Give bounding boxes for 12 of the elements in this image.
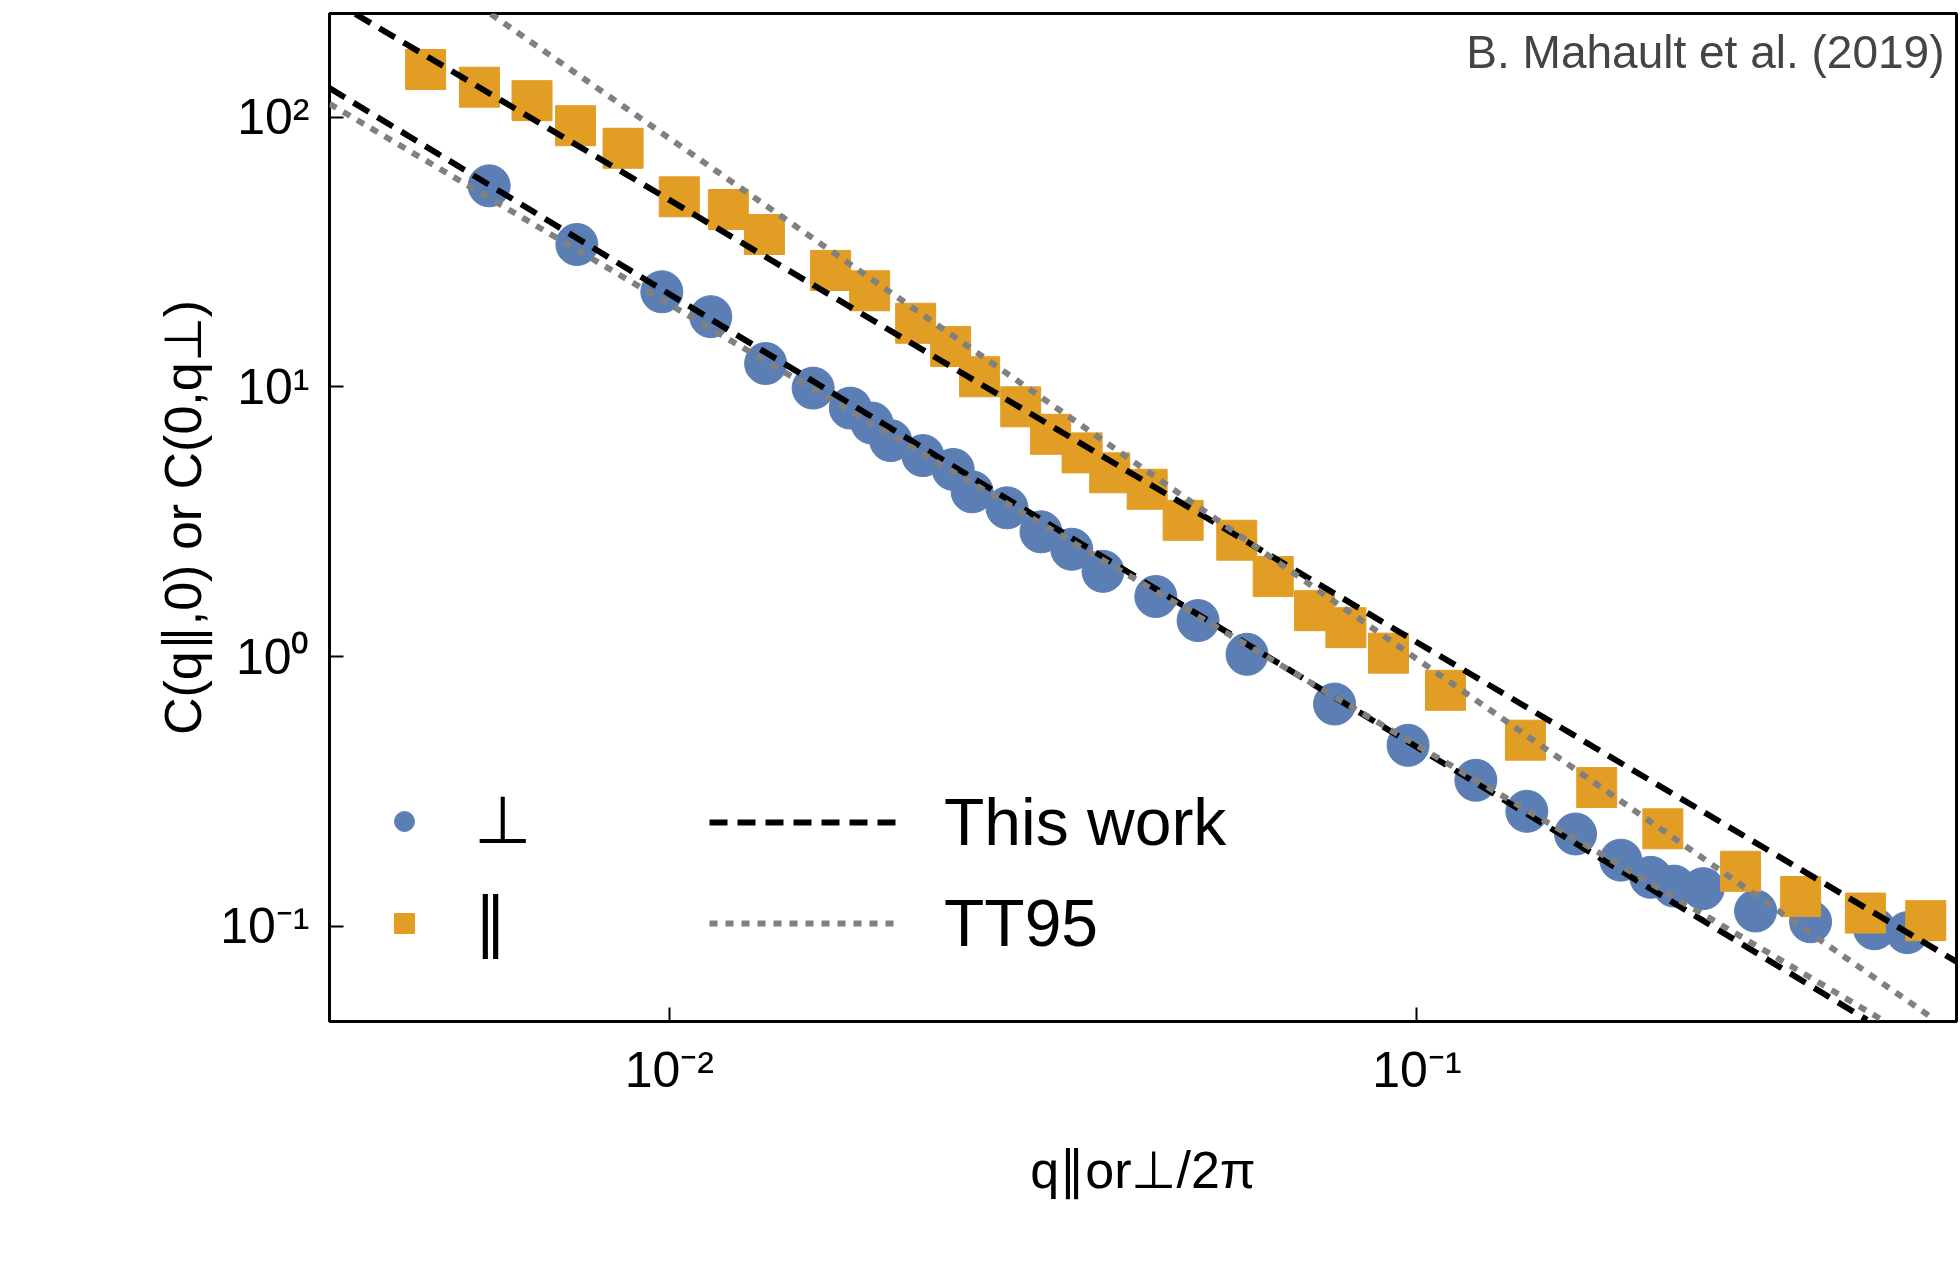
x-axis-title: q∥or⊥/2π <box>1030 1140 1256 1200</box>
y-tick-label: 10⁰ <box>235 628 310 685</box>
y-axis-title: C(q∥,0) or C(0,q⊥) <box>154 299 214 736</box>
legend-label: This work <box>944 784 1227 860</box>
y-tick-label: 10² <box>237 89 310 146</box>
legend-label: ⊥ <box>474 782 532 859</box>
annotation: B. Mahault et al. (2019) <box>1466 25 1945 78</box>
legend-label: ∥ <box>474 884 507 961</box>
legend-label: TT95 <box>944 885 1099 961</box>
x-tick-label: 10⁻² <box>624 1041 715 1098</box>
y-tick-label: 10¹ <box>237 358 310 415</box>
y-tick-label: 10⁻¹ <box>220 898 310 955</box>
